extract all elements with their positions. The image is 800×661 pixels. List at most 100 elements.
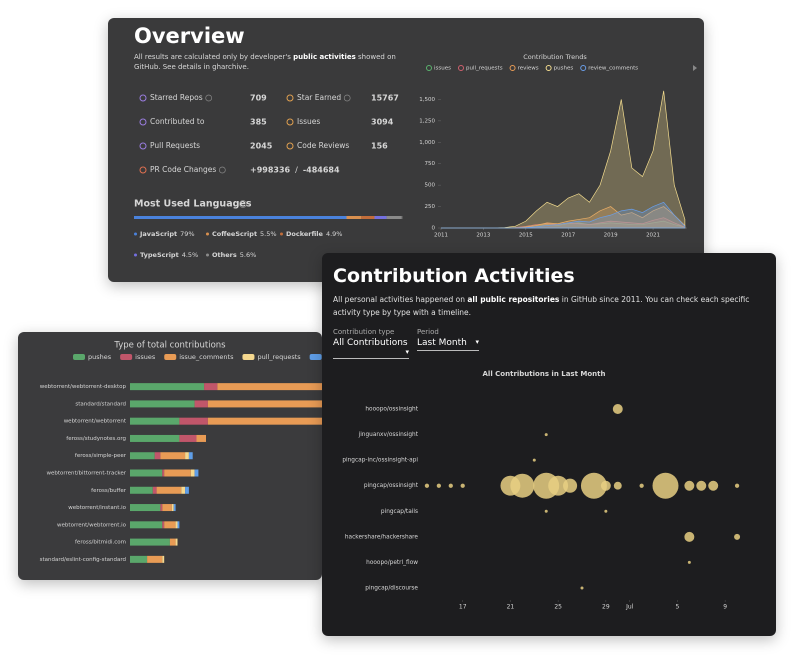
bubble bbox=[424, 483, 430, 488]
bar-segment bbox=[171, 504, 174, 512]
legend-label: issue_comments bbox=[179, 353, 234, 361]
bubble bbox=[436, 483, 441, 488]
x-tick-label: 2017 bbox=[561, 233, 575, 239]
period-select[interactable]: Last Month ▾ bbox=[417, 338, 479, 351]
category-label: standard/standard bbox=[75, 401, 126, 407]
stat-label: Star Earned bbox=[297, 93, 341, 102]
stat-label: Starred Repos bbox=[150, 93, 203, 102]
chart-title: All Contributions in Last Month bbox=[483, 370, 606, 378]
type-label: Contribution type bbox=[333, 328, 395, 336]
activities-title: Contribution Activities bbox=[333, 265, 575, 287]
info-icon bbox=[239, 200, 247, 208]
bubble bbox=[684, 531, 695, 542]
period-label: Period bbox=[417, 328, 439, 336]
bubble bbox=[532, 458, 536, 462]
legend-dot bbox=[426, 65, 432, 71]
legend-dot bbox=[206, 232, 209, 236]
bar-segment bbox=[185, 486, 189, 494]
bar-segment bbox=[160, 452, 186, 460]
stat-value: 709 bbox=[250, 94, 267, 103]
category-label: standard/eslint-config-standard bbox=[40, 557, 126, 563]
bar-segment bbox=[207, 417, 322, 425]
bubble bbox=[600, 480, 611, 491]
category-label: pingcap/ossinsight bbox=[364, 483, 419, 489]
stat-label: Issues bbox=[297, 117, 320, 126]
language-name: Others bbox=[212, 251, 237, 259]
legend-dot bbox=[280, 232, 283, 236]
language-name: JavaScript bbox=[139, 230, 177, 238]
language-percent: 4.5% bbox=[182, 251, 199, 259]
languages-title: Most Used Languages bbox=[134, 199, 252, 210]
bubble bbox=[604, 509, 608, 513]
bubble bbox=[687, 560, 691, 564]
stat-value: 15767 bbox=[371, 94, 399, 103]
lines-removed: -484684 bbox=[303, 166, 340, 175]
bar-segment bbox=[130, 434, 180, 442]
category-label: hackershare/hackershare bbox=[345, 534, 419, 540]
category-label: hooopo/ossinsight bbox=[365, 407, 418, 413]
bar-segment bbox=[173, 504, 176, 512]
x-tick-label: Jul bbox=[625, 604, 634, 611]
language-name: TypeScript bbox=[140, 251, 179, 259]
y-tick-label: 1,000 bbox=[419, 140, 435, 146]
x-tick-label: 2011 bbox=[434, 233, 448, 239]
bubble bbox=[684, 480, 695, 491]
bubble bbox=[563, 478, 578, 493]
bar-segment bbox=[130, 452, 155, 460]
x-tick-label: 29 bbox=[602, 604, 610, 611]
legend-dot bbox=[580, 65, 587, 71]
bubble bbox=[510, 473, 535, 498]
bar-segment bbox=[130, 400, 195, 408]
type-select[interactable]: All Contributions ▾ bbox=[333, 338, 409, 359]
bar-segment bbox=[130, 417, 180, 425]
legend-dot bbox=[545, 65, 552, 71]
language-segment bbox=[346, 216, 362, 219]
overview-description: All results are calculated only by devel… bbox=[134, 52, 404, 72]
y-tick-label: 0 bbox=[432, 226, 436, 232]
language-segment bbox=[134, 216, 347, 219]
area-series bbox=[441, 201, 686, 229]
info-icon bbox=[218, 166, 226, 174]
bar-segment bbox=[185, 452, 189, 460]
bar-segment bbox=[164, 521, 176, 529]
x-tick-label: 2021 bbox=[646, 233, 660, 239]
x-tick-label: 17 bbox=[459, 604, 467, 611]
language-segment bbox=[361, 216, 375, 219]
stat-label: Pull Requests bbox=[150, 141, 200, 150]
y-tick-label: 1,500 bbox=[419, 97, 435, 103]
bar-segment bbox=[177, 521, 180, 529]
bubble bbox=[639, 483, 644, 488]
language-percent: 5.5% bbox=[260, 230, 277, 238]
description-text: All personal activities happened on bbox=[333, 295, 468, 304]
description-text: All results are calculated only by devel… bbox=[134, 53, 294, 61]
category-label: webtorrent/webtorrent bbox=[64, 419, 127, 425]
bar-segment bbox=[130, 383, 205, 391]
stat-icon bbox=[139, 94, 147, 102]
legend-dot bbox=[509, 65, 516, 71]
category-label: feross/buffer bbox=[91, 488, 127, 494]
language-name: Dockerfile bbox=[286, 230, 324, 238]
x-tick-label: 25 bbox=[554, 604, 562, 611]
y-tick-label: 250 bbox=[425, 204, 436, 210]
stat-icon bbox=[286, 94, 294, 102]
stat-icon bbox=[286, 118, 294, 126]
stat-label: Contributed to bbox=[150, 117, 205, 126]
bar-segment bbox=[179, 434, 197, 442]
legend-label: issues bbox=[434, 66, 451, 72]
category-label: pingcap-inc/ossinsight-api bbox=[342, 458, 418, 464]
bar-segment bbox=[194, 469, 199, 477]
types-panel: Type of total contributions pushes issues i… bbox=[18, 332, 322, 580]
category-label: feross/simple-peer bbox=[75, 453, 127, 459]
bar-segment bbox=[164, 469, 191, 477]
stat-value: 2045 bbox=[250, 142, 273, 151]
bar-segment bbox=[130, 504, 161, 512]
bubble bbox=[696, 480, 707, 491]
x-tick-label: 21 bbox=[507, 604, 515, 611]
dropdown-arrow: ▾ bbox=[405, 348, 409, 356]
category-label: webtorrent/bittorrent-tracker bbox=[46, 471, 126, 477]
language-percent: 4.9% bbox=[326, 230, 343, 238]
language-segment bbox=[374, 216, 387, 219]
bar-segment bbox=[162, 469, 165, 477]
bubble bbox=[460, 483, 465, 488]
